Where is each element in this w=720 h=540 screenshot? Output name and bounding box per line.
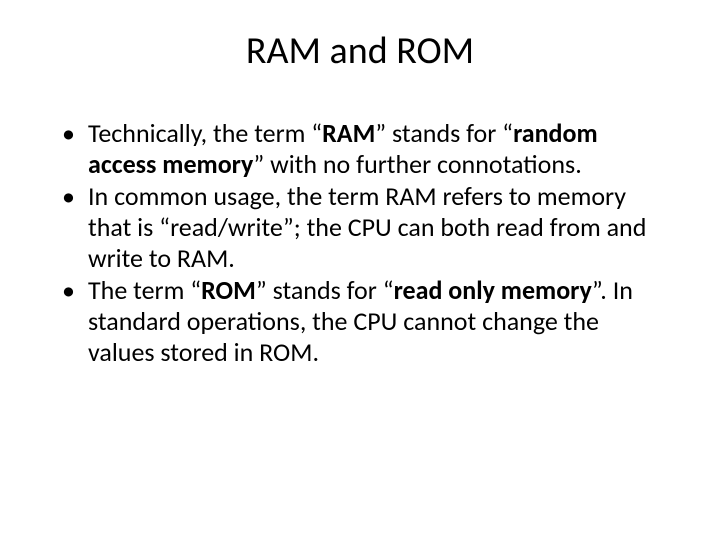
text-segment: ” with no further connotations. [253,148,581,180]
text-segment: ROM [201,274,256,306]
slide-content: Technically, the term “RAM” stands for “… [40,118,680,367]
slide-title: RAM and ROM [40,28,680,74]
bullet-item: Technically, the term “RAM” stands for “… [62,118,670,179]
text-segment: ” stands for “ [256,274,394,306]
bullet-item: The term “ROM” stands for “read only mem… [62,275,670,367]
slide-container: RAM and ROM Technically, the term “RAM” … [0,0,720,540]
bullet-item: In common usage, the term RAM refers to … [62,181,670,273]
text-segment: The term “ [88,274,201,306]
text-segment: RAM [322,117,375,149]
text-segment: In common usage, the term RAM refers to … [88,180,646,273]
text-segment: Technically, the term “ [88,117,322,149]
text-segment: read only memory [394,274,592,306]
bullet-list: Technically, the term “RAM” stands for “… [62,118,670,367]
text-segment: ” stands for “ [375,117,513,149]
